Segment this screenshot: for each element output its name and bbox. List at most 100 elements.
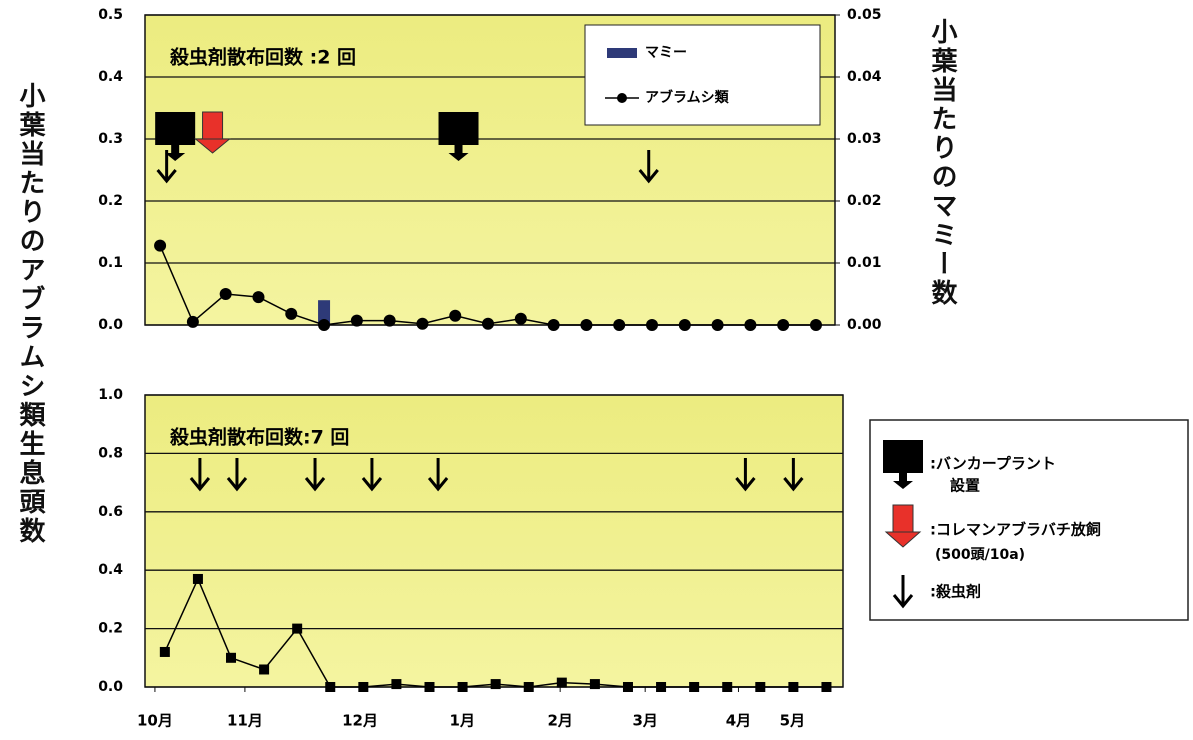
marker [788, 682, 799, 692]
insecticide-arrow [427, 458, 449, 492]
marker [292, 623, 303, 634]
arrow-body [155, 112, 196, 145]
marker [821, 682, 832, 692]
y2-tick-label: 0.01 [847, 255, 882, 271]
y2-tick-label: 0.04 [847, 69, 882, 85]
y-tick-label: 0.1 [98, 255, 123, 271]
marker [711, 319, 724, 331]
legend-text: :バンカープラント [930, 455, 1056, 473]
y-axis-label: 小葉当たりのアブラムシ類生息頭数 [15, 82, 45, 546]
marker [350, 314, 363, 327]
y-tick-label: 0.2 [98, 621, 123, 637]
insecticide-arrow [361, 458, 383, 492]
arrow-head [226, 477, 248, 492]
marker [613, 319, 626, 331]
y2-tick-label: 0.05 [847, 7, 882, 23]
marker [318, 319, 331, 331]
marker [416, 317, 429, 330]
x-tick-label: 12月 [342, 712, 378, 730]
marker [678, 319, 691, 331]
insecticide-arrow [156, 150, 177, 184]
y-tick-label: 0.4 [98, 562, 123, 578]
annotation: 殺虫剤散布回数 :2 回 [169, 46, 356, 69]
insecticide-arrow [226, 458, 248, 492]
marker [755, 682, 766, 692]
y-tick-label: 0.6 [98, 504, 123, 520]
release-arrow [194, 111, 231, 154]
y-tick-label: 0.5 [98, 7, 123, 23]
arrow-head [304, 477, 326, 492]
x-tick-label: 11月 [227, 712, 263, 730]
marker [325, 682, 336, 692]
legend-box [584, 24, 821, 126]
arrow-head [361, 477, 383, 492]
marker [556, 677, 567, 688]
insecticide-icon [892, 575, 914, 609]
marker [192, 573, 203, 584]
y-tick-label: 1.0 [98, 387, 123, 403]
annotation: 殺虫剤散布回数:7 回 [169, 426, 349, 449]
marker [449, 309, 462, 322]
legend-text: :コレマンアブラバチ放飼 [930, 521, 1101, 539]
marker [219, 288, 232, 300]
marker [159, 646, 170, 657]
arrow-head [427, 477, 449, 492]
marker [589, 679, 600, 690]
legend-label: アブラムシ類 [645, 89, 730, 106]
marker [777, 319, 790, 331]
y-tick-label: 0.0 [98, 317, 123, 333]
marker [259, 664, 270, 675]
marker [285, 307, 298, 320]
insecticide-arrow [189, 458, 211, 492]
y2-tick-label: 0.03 [847, 131, 882, 147]
release-icon [884, 504, 922, 548]
legend-text: (500頭/10a) [935, 547, 1025, 563]
marker [514, 312, 527, 325]
arrow-stem [171, 145, 180, 153]
marker [383, 314, 396, 327]
event-legend: :バンカープラント 設置 :コレマンアブラバチ放飼 (500頭/10a) :殺虫… [869, 419, 1189, 621]
x-tick-label: 2月 [547, 712, 572, 730]
marker [722, 682, 733, 692]
y-tick-label: 0.4 [98, 69, 123, 85]
marker [482, 317, 495, 330]
marker [656, 682, 667, 692]
y-tick-label: 0.0 [98, 679, 123, 695]
y2-tick-label: 0.00 [847, 317, 882, 333]
banker-plant-arrow [438, 112, 479, 161]
y-tick-label: 0.3 [98, 131, 123, 147]
x-tick-label: 3月 [632, 712, 657, 730]
arrow-head [156, 169, 177, 184]
arrow-head [735, 477, 756, 492]
insecticide-arrow [304, 458, 326, 492]
arrow-head [448, 153, 469, 161]
bar [318, 300, 331, 325]
plot-area [144, 394, 844, 688]
arrow-head [189, 477, 211, 492]
marker [358, 682, 369, 692]
x-tick-label: 10月 [137, 712, 173, 730]
marker [580, 319, 593, 331]
y-tick-label: 0.2 [98, 193, 123, 209]
marker [646, 319, 659, 331]
x-tick-label: 5月 [780, 712, 805, 730]
arrow-head [194, 138, 231, 154]
arrow-body [438, 112, 479, 145]
arrow-stem [454, 145, 463, 153]
y2-axis-label: 小葉当たりのマミー数 [927, 18, 957, 308]
x-tick-label: 4月 [726, 712, 751, 730]
marker [809, 319, 822, 331]
insecticide-arrow [735, 458, 756, 492]
marker [391, 679, 402, 690]
marker [226, 652, 237, 663]
marker [547, 319, 560, 331]
marker [523, 682, 534, 692]
legend-label: マミー [645, 45, 687, 61]
legend-swatch [607, 48, 637, 58]
marker [622, 682, 633, 692]
x-tick-label: 1月 [450, 712, 475, 730]
banker-icon [883, 440, 923, 489]
y2-tick-label: 0.02 [847, 193, 882, 209]
